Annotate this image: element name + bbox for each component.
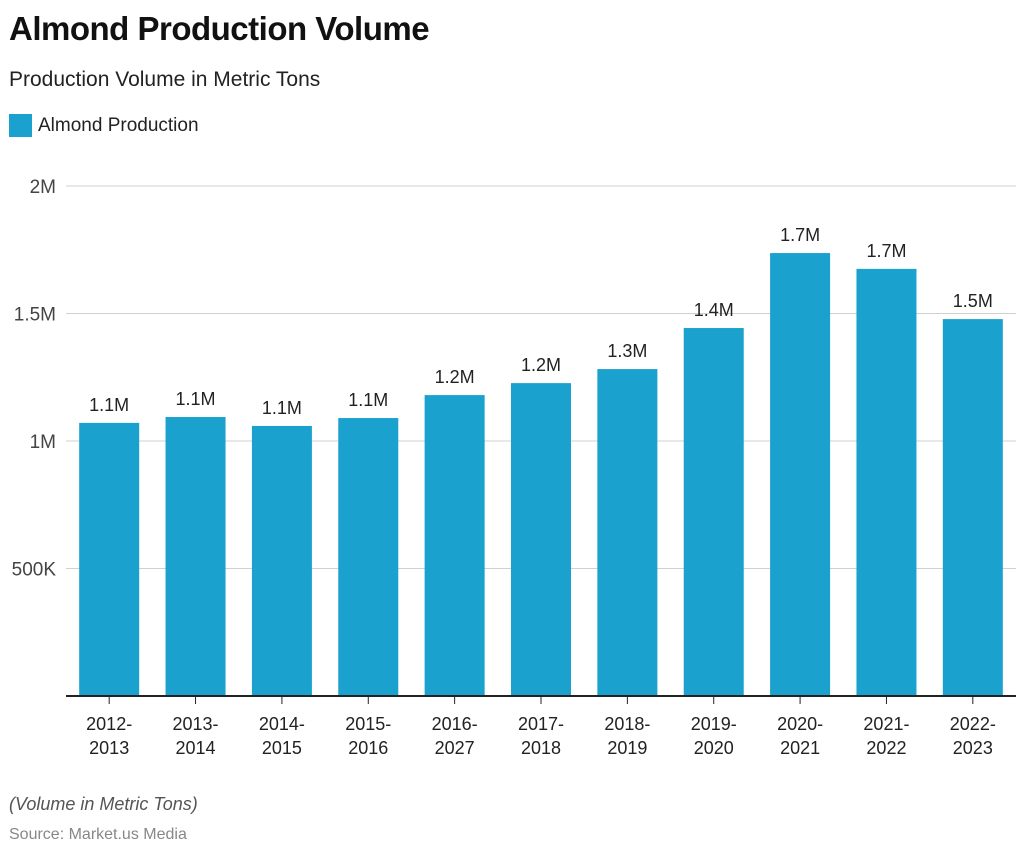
y-tick-label: 500K bbox=[12, 560, 57, 581]
x-tick-label: 2018- bbox=[604, 714, 650, 734]
x-tick-label: 2013 bbox=[89, 738, 129, 758]
bar bbox=[770, 253, 831, 696]
data-label: 1.3M bbox=[607, 341, 647, 361]
data-label: 1.4M bbox=[694, 300, 734, 320]
y-tick-label: 2M bbox=[30, 177, 56, 198]
x-tick-label: 2022 bbox=[866, 738, 906, 758]
bar bbox=[424, 395, 485, 696]
x-tick-label: 2014 bbox=[176, 738, 216, 758]
data-label: 1.5M bbox=[953, 291, 993, 311]
data-label: 1.7M bbox=[780, 225, 820, 245]
bar bbox=[683, 328, 744, 696]
x-tick-label: 2015- bbox=[345, 714, 391, 734]
source-credit: Source: Market.us Media bbox=[9, 826, 187, 843]
x-tick-label: 2012- bbox=[86, 714, 132, 734]
x-tick-label: 2023 bbox=[953, 738, 993, 758]
data-label: 1.2M bbox=[521, 355, 561, 375]
x-tick-label: 2019 bbox=[607, 738, 647, 758]
bar bbox=[165, 417, 226, 696]
bar bbox=[338, 418, 399, 696]
x-tick-label: 2015 bbox=[262, 738, 302, 758]
data-label: 1.1M bbox=[176, 389, 216, 409]
x-tick-label: 2022- bbox=[950, 714, 996, 734]
data-label: 1.1M bbox=[348, 390, 388, 410]
x-tick-label: 2019- bbox=[691, 714, 737, 734]
chart-note: (Volume in Metric Tons) bbox=[9, 794, 198, 814]
data-label: 1.7M bbox=[866, 241, 906, 261]
y-tick-label: 1M bbox=[30, 432, 56, 453]
data-label: 1.2M bbox=[435, 367, 475, 387]
bar bbox=[79, 422, 140, 696]
x-tick-label: 2017- bbox=[518, 714, 564, 734]
x-tick-label: 2014- bbox=[259, 714, 305, 734]
chart-title: Almond Production Volume bbox=[9, 10, 430, 47]
x-tick-label: 2027 bbox=[435, 738, 475, 758]
bar bbox=[251, 425, 312, 696]
x-tick-label: 2016- bbox=[432, 714, 478, 734]
legend: Almond Production bbox=[9, 114, 199, 137]
x-tick-label: 2021 bbox=[780, 738, 820, 758]
x-tick-label: 2020- bbox=[777, 714, 823, 734]
bar bbox=[511, 383, 571, 696]
y-tick-label: 1.5M bbox=[14, 305, 56, 326]
x-tick-label: 2018 bbox=[521, 738, 561, 758]
data-label: 1.1M bbox=[89, 395, 129, 415]
x-tick-label: 2016 bbox=[348, 738, 388, 758]
chart-subtitle: Production Volume in Metric Tons bbox=[9, 68, 321, 91]
bar bbox=[856, 268, 917, 696]
legend-swatch bbox=[9, 114, 32, 137]
x-tick-label: 2013- bbox=[173, 714, 219, 734]
x-tick-label: 2021- bbox=[863, 714, 909, 734]
bar bbox=[597, 369, 658, 696]
legend-label: Almond Production bbox=[38, 114, 199, 136]
bar bbox=[942, 319, 1003, 696]
data-label: 1.1M bbox=[262, 398, 302, 418]
x-tick-label: 2020 bbox=[694, 738, 734, 758]
